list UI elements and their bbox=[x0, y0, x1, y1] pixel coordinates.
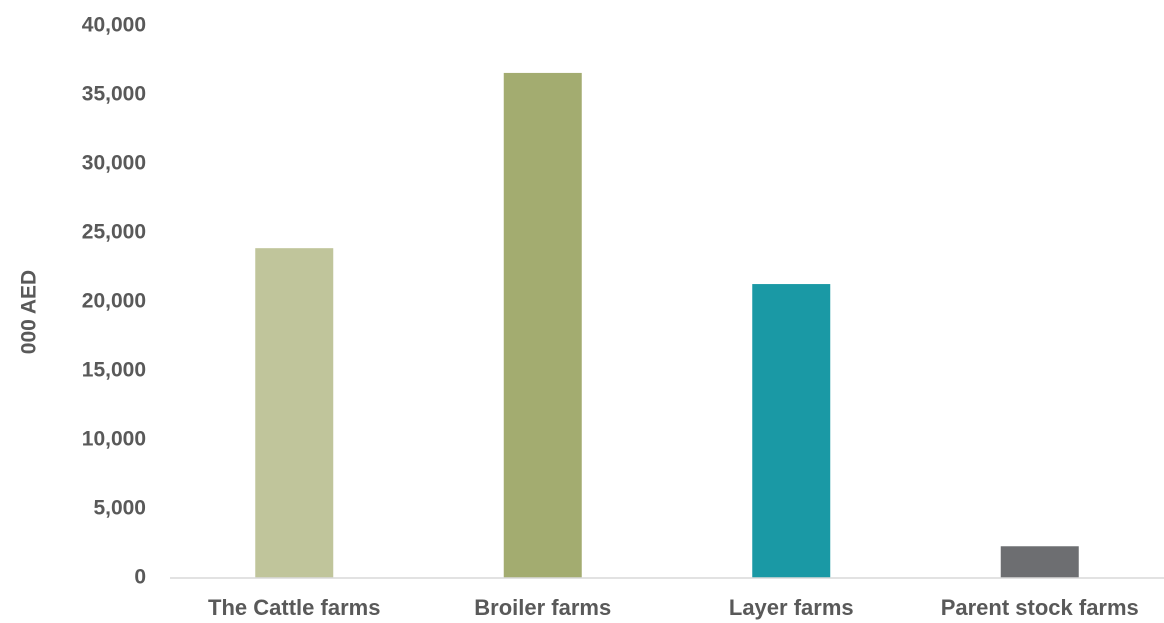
x-category-label: Broiler farms bbox=[474, 595, 611, 620]
y-tick-label: 5,000 bbox=[93, 497, 146, 520]
bar-broiler-farms bbox=[503, 72, 582, 579]
bars bbox=[255, 72, 1079, 579]
y-tick-label: 30,000 bbox=[82, 152, 146, 175]
y-tick-label: 20,000 bbox=[82, 290, 146, 313]
bar-layer-farms bbox=[752, 284, 831, 578]
bar-the-cattle-farms bbox=[255, 248, 334, 578]
y-tick-label: 0 bbox=[134, 566, 146, 589]
y-tick-label: 35,000 bbox=[82, 83, 146, 106]
y-axis-title-group: 000 AED bbox=[18, 270, 41, 354]
y-tick-label: 10,000 bbox=[82, 428, 146, 451]
x-category-label: Layer farms bbox=[729, 595, 854, 620]
x-category-label: The Cattle farms bbox=[208, 595, 380, 620]
x-category-label: Parent stock farms bbox=[941, 595, 1139, 620]
y-axis-title: 000 AED bbox=[18, 270, 41, 354]
y-tick-label: 25,000 bbox=[82, 221, 146, 244]
y-tick-label: 15,000 bbox=[82, 359, 146, 382]
y-axis-ticks: 0 5,000 10,000 15,000 20,000 25,000 30,000 35,0… bbox=[82, 14, 146, 589]
y-tick-label: 40,000 bbox=[82, 14, 146, 37]
x-axis-labels: The Cattle farms Broiler farms Layer farms… bbox=[208, 595, 1139, 620]
bar-parent-stock-farms bbox=[1000, 546, 1079, 578]
